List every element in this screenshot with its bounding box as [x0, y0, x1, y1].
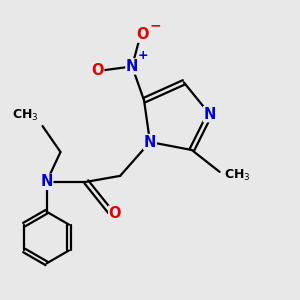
Text: N: N	[40, 174, 53, 189]
Text: O: O	[91, 63, 104, 78]
Text: −: −	[149, 19, 161, 32]
Text: CH$_3$: CH$_3$	[12, 108, 39, 123]
Text: +: +	[138, 49, 148, 62]
Text: N: N	[126, 59, 138, 74]
Text: O: O	[136, 27, 148, 42]
Text: N: N	[144, 134, 156, 149]
Text: CH$_3$: CH$_3$	[224, 167, 251, 183]
Text: N: N	[203, 107, 216, 122]
Text: O: O	[109, 206, 121, 221]
